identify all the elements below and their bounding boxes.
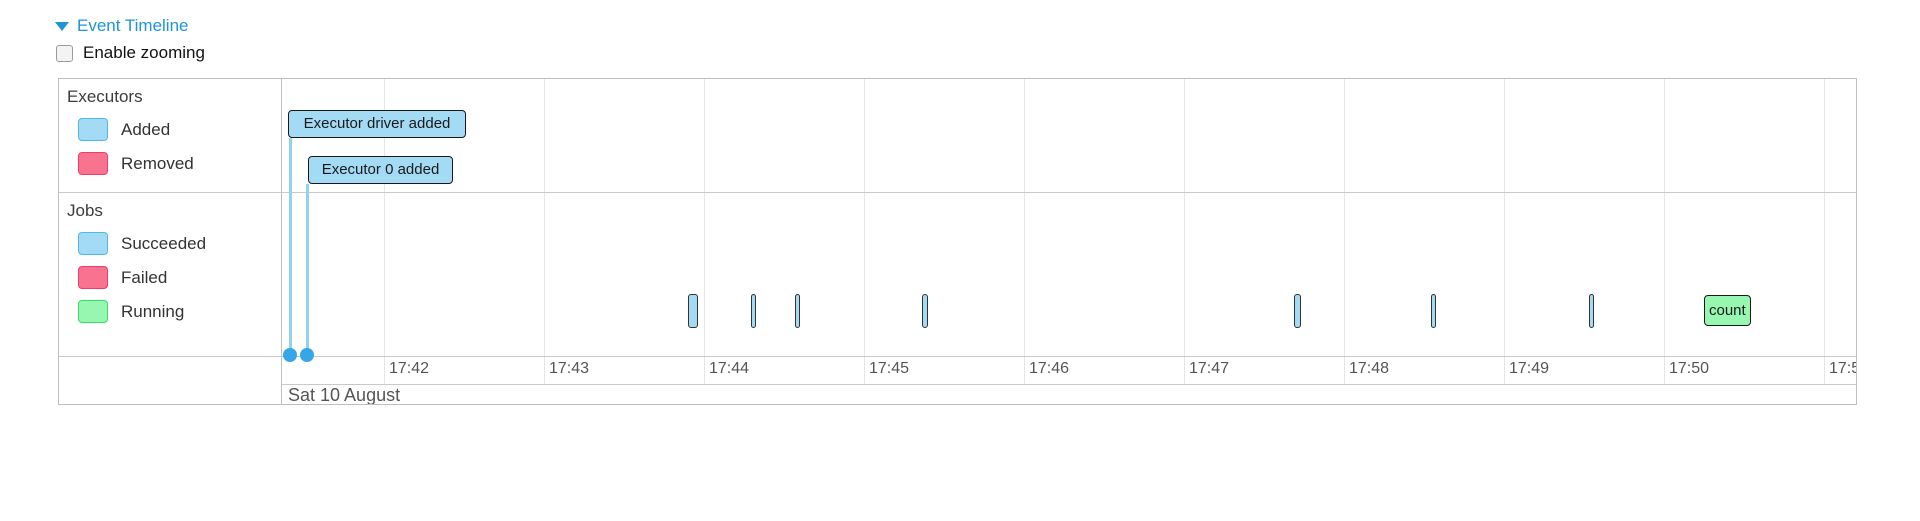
legend-label: Failed (121, 267, 168, 287)
legend-row-succeeded: Succeeded (78, 232, 280, 255)
legend-swatch-icon (78, 152, 108, 175)
legend-row-added: Added (78, 118, 280, 141)
legend-row-failed: Failed (78, 266, 280, 289)
executor-event-stem (289, 138, 292, 355)
axis-minor-label: 17:49 (1509, 360, 1550, 377)
legend-group-title: Executors (67, 87, 143, 106)
time-gridline (384, 79, 385, 384)
page-title: Event Timeline (77, 16, 189, 35)
enable-zooming-control: Enable zooming (56, 43, 205, 63)
job-event-bar[interactable] (688, 294, 698, 328)
enable-zooming-label: Enable zooming (83, 43, 205, 62)
time-gridline (544, 79, 545, 384)
time-gridline (1504, 79, 1505, 384)
time-gridline (1664, 79, 1665, 384)
executor-event-box[interactable]: Executor 0 added (308, 156, 453, 184)
legend-label: Added (121, 119, 171, 139)
legend-label: Removed (121, 153, 194, 173)
legend-swatch-icon (78, 300, 108, 323)
legend-group-title: Jobs (67, 201, 103, 220)
triangle-down-icon (55, 21, 69, 31)
legend-swatch-icon (78, 266, 108, 289)
time-gridline (1184, 79, 1185, 384)
job-event-bar[interactable] (1589, 294, 1594, 328)
legend-group-jobs: Jobs Succeeded Failed Running (59, 193, 280, 404)
event-timeline-toggle[interactable]: Event Timeline (55, 16, 189, 36)
time-gridline (1024, 79, 1025, 384)
axis-minor-label: 17:50 (1669, 360, 1710, 377)
time-gridline (1824, 79, 1825, 384)
legend-label: Succeeded (121, 233, 207, 253)
executor-event-dot (283, 348, 297, 362)
executor-event-box[interactable]: Executor driver added (288, 110, 466, 138)
job-event-bar[interactable] (1431, 294, 1436, 328)
axis-minor-label: 17:46 (1029, 360, 1070, 377)
time-gridline (704, 79, 705, 384)
axis-minor-label: 17:51 (1829, 360, 1856, 377)
axis-minor-label: 17:42 (389, 360, 430, 377)
job-event-bar[interactable] (922, 294, 928, 328)
axis-minor-label: 17:47 (1189, 360, 1230, 377)
time-gridline (1344, 79, 1345, 384)
legend-label: Running (121, 301, 185, 321)
job-event-bar[interactable] (751, 294, 756, 328)
job-event-bar[interactable] (795, 294, 800, 328)
axis-top-line (59, 356, 1856, 357)
legend-row-removed: Removed (78, 152, 280, 175)
job-event-box[interactable]: count (1704, 295, 1751, 326)
job-event-bar[interactable] (1294, 294, 1301, 328)
lane-divider-line (59, 192, 1856, 193)
axis-label-row-line (282, 384, 1856, 385)
time-gridline (864, 79, 865, 384)
legend-panel: Executors Added Removed Jobs Succeeded Failed… (59, 79, 282, 404)
axis-major-label: Sat 10 August (288, 385, 401, 405)
legend-swatch-icon (78, 118, 108, 141)
axis-minor-label: 17:45 (869, 360, 910, 377)
event-timeline-chart: Executors Added Removed Jobs Succeeded Failed… (58, 78, 1857, 405)
legend-group-executors: Executors Added Removed (59, 79, 280, 192)
enable-zooming-checkbox[interactable] (56, 44, 73, 62)
legend-swatch-icon (78, 232, 108, 255)
axis-minor-label: 17:44 (709, 360, 750, 377)
legend-row-running: Running (78, 300, 280, 323)
executor-event-stem (306, 184, 309, 355)
executor-event-dot (300, 348, 314, 362)
axis-minor-label: 17:43 (549, 360, 590, 377)
axis-minor-label: 17:48 (1349, 360, 1390, 377)
